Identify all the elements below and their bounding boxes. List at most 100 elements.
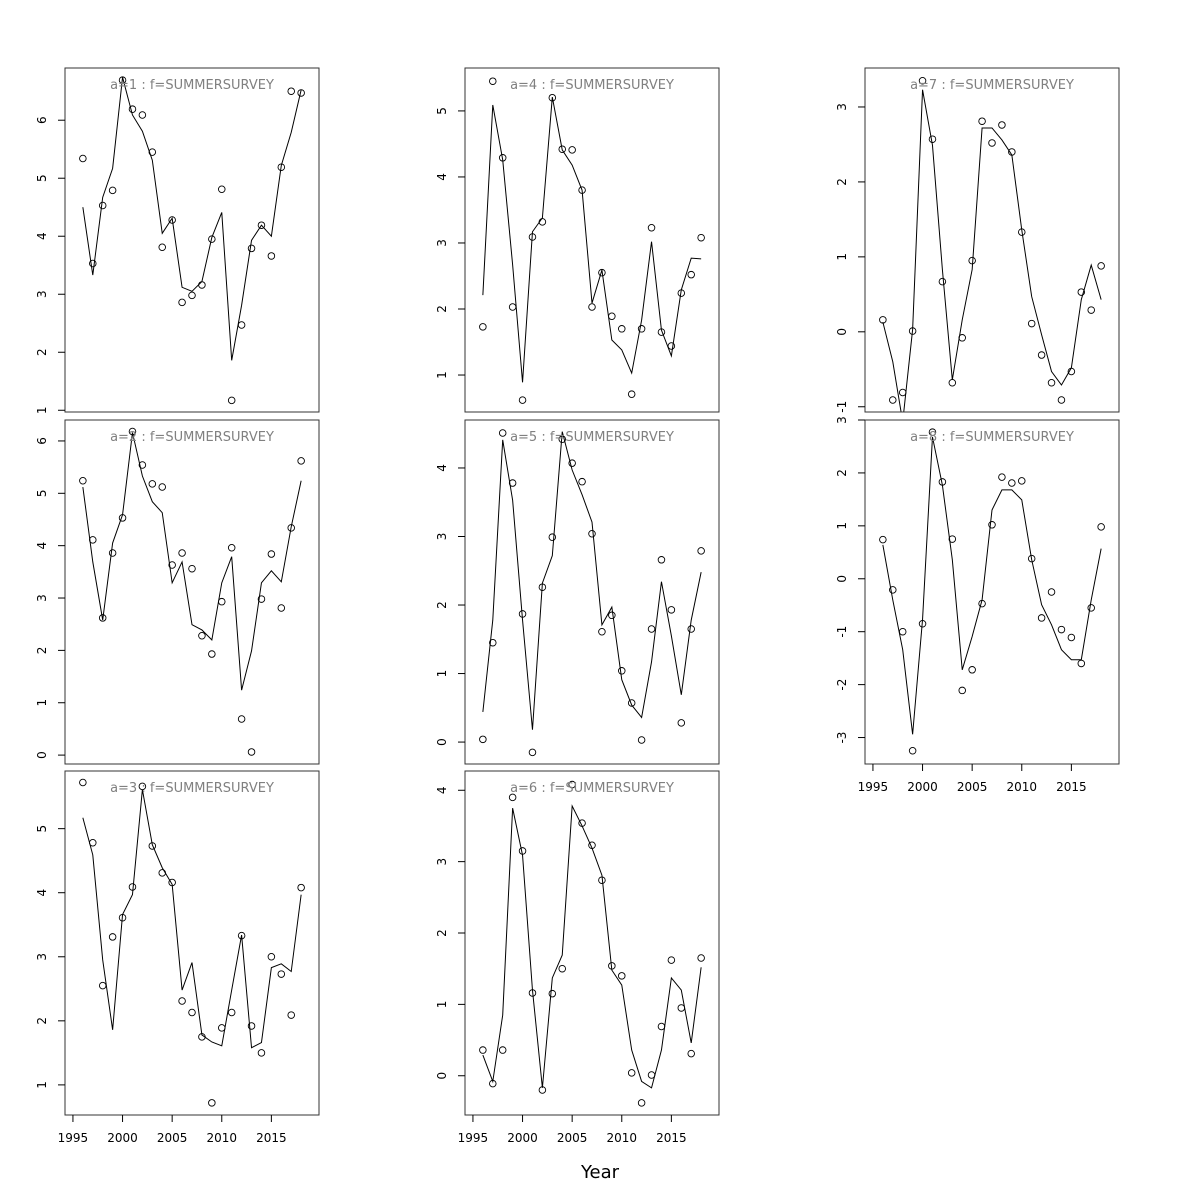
data-point: [1057, 625, 1066, 634]
panel: a=5 : f=SUMMERSURVEY 0 1 2 3 4: [435, 419, 720, 765]
data-point: [148, 842, 157, 850]
data-point: [287, 87, 295, 95]
data-point: [158, 243, 166, 252]
data-point: [687, 1049, 695, 1058]
x-tick-label: 2000: [107, 1131, 138, 1145]
x-tick-label: 2015: [256, 1131, 287, 1145]
data-point: [508, 793, 517, 802]
y-tick-label: -1: [835, 626, 849, 638]
data-point: [479, 1046, 487, 1054]
y-tick-label: 1: [35, 406, 49, 414]
data-point: [978, 117, 986, 125]
data-point: [208, 650, 216, 658]
y-tick-label: 0: [435, 738, 449, 746]
y-tick-label: 1: [835, 253, 849, 261]
y-tick-label: 4: [435, 464, 449, 472]
fitted-line: [882, 436, 1102, 735]
data-point: [657, 556, 666, 564]
data-point: [98, 981, 107, 990]
fitted-line: [482, 431, 702, 730]
data-point: [267, 252, 276, 260]
plot-area: [879, 76, 1105, 412]
panel: a=4 : f=SUMMERSURVEY 1 2 3 4 5: [435, 67, 720, 413]
data-point: [608, 312, 616, 321]
y-tick-label: 5: [435, 107, 449, 115]
data-point: [918, 76, 927, 85]
data-point: [637, 1099, 646, 1107]
data-point: [188, 291, 196, 300]
data-point: [277, 970, 286, 978]
x-tick-label: 2005: [957, 780, 988, 794]
y-tick-label: 2: [835, 469, 849, 477]
data-point: [1067, 633, 1076, 642]
data-point: [489, 77, 497, 85]
data-point: [568, 459, 576, 467]
panel-frame: [64, 419, 320, 765]
data-point: [1037, 614, 1046, 622]
plot-area: [79, 76, 305, 405]
data-point: [627, 1069, 636, 1077]
y-tick-label: -1: [835, 401, 849, 413]
data-point: [677, 289, 686, 297]
fitted-line: [82, 789, 302, 1049]
data-point: [528, 989, 537, 997]
data-point: [558, 145, 566, 153]
panel: a=1 : f=SUMMERSURVEY 1 2 3 4 5 6: [35, 67, 320, 414]
data-point: [108, 549, 117, 557]
panel-frame: [864, 67, 1120, 413]
y-tick-label: 5: [35, 825, 49, 833]
panel: a=7 : f=SUMMERSURVEY -1 0 1 2 3: [835, 67, 1120, 413]
y-tick-label: 0: [35, 751, 49, 759]
x-tick-label: 2000: [507, 1131, 538, 1145]
data-point: [1037, 351, 1046, 359]
data-point: [128, 105, 137, 113]
data-point: [908, 327, 917, 335]
data-point: [538, 1086, 547, 1094]
panel: a=6 : f=SUMMERSURVEY 0 1 2 3 4 1995 2000 2005 201…: [435, 770, 720, 1145]
y-tick-label: 4: [35, 542, 49, 550]
y-tick-label: 6: [35, 116, 49, 124]
y-tick-label: 4: [35, 889, 49, 897]
data-point: [637, 325, 646, 333]
data-point: [518, 396, 527, 404]
data-point: [608, 611, 616, 620]
data-point: [1018, 477, 1026, 485]
x-tick-label: 2010: [206, 1131, 237, 1145]
data-point: [118, 76, 127, 84]
plot-area: [479, 77, 705, 404]
panel-frame: [464, 419, 720, 765]
data-point: [227, 1008, 236, 1017]
fitted-line: [82, 77, 302, 361]
data-point: [697, 954, 705, 962]
panel-title: a=2 : f=SUMMERSURVEY: [110, 430, 274, 445]
data-point: [188, 564, 196, 573]
panel-frame: [464, 67, 720, 413]
data-point: [508, 303, 517, 311]
data-point: [138, 461, 147, 469]
data-point: [538, 218, 547, 226]
data-point: [188, 1008, 196, 1017]
data-point: [79, 778, 87, 787]
panel-title: a=8 : f=SUMMERSURVEY: [910, 430, 1074, 445]
data-point: [518, 610, 527, 618]
y-tick-label: 1: [35, 1081, 49, 1089]
data-point: [277, 163, 286, 171]
x-tick-label: 2015: [1056, 780, 1087, 794]
y-tick-label: -2: [835, 679, 849, 691]
data-point: [687, 625, 695, 633]
panel: a=8 : f=SUMMERSURVEY -3 -2 -1 0 1 2 3 1995 2000 20…: [835, 416, 1120, 794]
data-point: [138, 782, 147, 791]
x-axis-label: Year: [580, 1162, 620, 1183]
data-point: [1018, 228, 1026, 236]
data-point: [578, 819, 586, 827]
data-point: [618, 972, 626, 980]
plot-area: [879, 428, 1105, 755]
y-tick-label: 0: [835, 328, 849, 336]
data-point: [1077, 659, 1086, 668]
y-tick-label: 5: [35, 174, 49, 182]
panel-title: a=5 : f=SUMMERSURVEY: [510, 430, 674, 445]
data-point: [257, 595, 266, 603]
data-point: [227, 396, 236, 405]
data-point: [1087, 604, 1095, 612]
